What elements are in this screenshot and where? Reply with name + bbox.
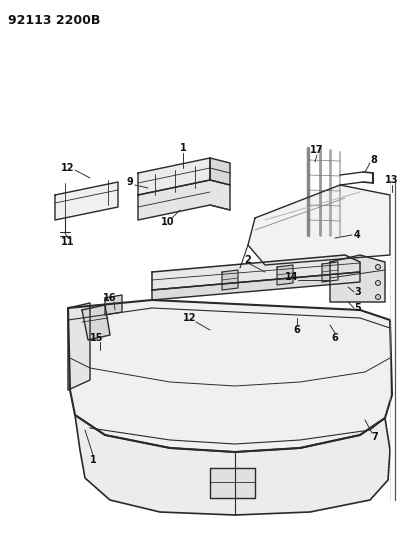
Polygon shape (210, 158, 230, 185)
Text: 8: 8 (371, 155, 377, 165)
Text: 13: 13 (385, 175, 399, 185)
Circle shape (375, 295, 381, 300)
Text: 12: 12 (61, 163, 75, 173)
Text: 12: 12 (183, 313, 197, 323)
Text: 15: 15 (90, 333, 104, 343)
Polygon shape (152, 255, 360, 290)
Polygon shape (138, 158, 210, 195)
Circle shape (375, 264, 381, 270)
Text: 10: 10 (161, 217, 175, 227)
Polygon shape (105, 295, 122, 315)
Text: 9: 9 (127, 177, 133, 187)
Text: 1: 1 (180, 143, 186, 153)
Polygon shape (322, 262, 338, 282)
Polygon shape (210, 468, 255, 498)
Polygon shape (68, 300, 392, 452)
Polygon shape (222, 270, 238, 290)
Text: 6: 6 (294, 325, 301, 335)
Polygon shape (75, 415, 390, 515)
Polygon shape (68, 303, 90, 390)
Text: 7: 7 (372, 432, 378, 442)
Polygon shape (82, 305, 110, 340)
Text: 1: 1 (90, 455, 96, 465)
Polygon shape (248, 185, 390, 265)
Text: 4: 4 (354, 230, 360, 240)
Text: 6: 6 (332, 333, 338, 343)
Polygon shape (152, 272, 360, 300)
Text: 17: 17 (310, 145, 324, 155)
Circle shape (375, 280, 381, 286)
Polygon shape (138, 180, 230, 220)
Polygon shape (330, 255, 385, 302)
Text: 92113 2200B: 92113 2200B (8, 14, 100, 27)
Text: 2: 2 (245, 255, 252, 265)
Text: 14: 14 (285, 272, 299, 282)
Polygon shape (277, 265, 293, 285)
Text: 5: 5 (355, 303, 361, 313)
Polygon shape (55, 182, 118, 220)
Text: 11: 11 (61, 237, 75, 247)
Text: 16: 16 (103, 293, 117, 303)
Text: 3: 3 (355, 287, 361, 297)
